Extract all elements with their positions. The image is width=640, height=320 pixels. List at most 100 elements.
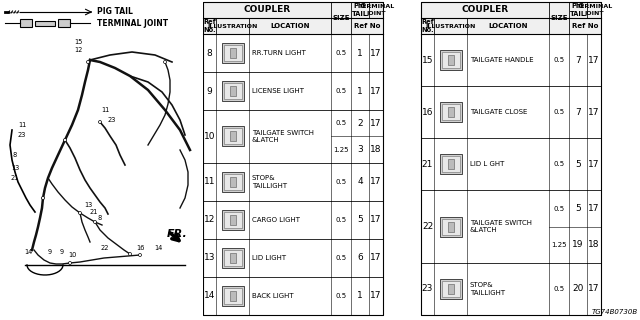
Text: Ref No: Ref No <box>572 23 598 29</box>
Text: 18: 18 <box>371 145 381 154</box>
Circle shape <box>86 60 90 63</box>
Text: 17: 17 <box>588 284 600 293</box>
Text: 22: 22 <box>100 245 109 251</box>
Bar <box>230 177 236 187</box>
Text: 17: 17 <box>588 108 600 117</box>
Bar <box>223 212 241 228</box>
Bar <box>331 2 351 34</box>
Text: RR.TURN LIGHT: RR.TURN LIGHT <box>252 50 306 56</box>
Text: 17: 17 <box>588 56 600 65</box>
Text: Ref No: Ref No <box>354 23 380 29</box>
Bar <box>447 159 454 169</box>
Text: 14: 14 <box>24 249 32 255</box>
Bar <box>223 45 241 61</box>
Text: 17: 17 <box>371 253 381 262</box>
Bar <box>221 286 243 306</box>
Bar <box>421 2 549 18</box>
Bar <box>369 2 383 18</box>
Text: STOP&
TAILLIGHT: STOP& TAILLIGHT <box>252 175 287 189</box>
Text: 7: 7 <box>575 56 581 65</box>
Text: TAILGATE CLOSE: TAILGATE CLOSE <box>470 109 527 115</box>
Text: TAILGATE SWITCH
&LATCH: TAILGATE SWITCH &LATCH <box>252 130 314 143</box>
Text: SIZE: SIZE <box>550 15 568 21</box>
Text: 11: 11 <box>101 107 109 113</box>
Text: 6: 6 <box>357 253 363 262</box>
Bar <box>221 248 243 268</box>
Circle shape <box>93 220 97 223</box>
Text: 15: 15 <box>422 56 433 65</box>
Text: 12: 12 <box>74 47 82 53</box>
Text: 4: 4 <box>357 177 363 186</box>
Bar <box>203 2 383 315</box>
Text: 21: 21 <box>11 175 19 181</box>
Text: 10: 10 <box>204 132 215 141</box>
Text: 14: 14 <box>154 245 162 251</box>
Text: TAILGATE SWITCH
&LATCH: TAILGATE SWITCH &LATCH <box>470 220 532 233</box>
Text: 0.5: 0.5 <box>554 109 564 115</box>
Bar <box>223 250 241 266</box>
Text: TERMINAL JOINT: TERMINAL JOINT <box>97 19 168 28</box>
Text: BACK LIGHT: BACK LIGHT <box>252 293 294 299</box>
Bar <box>421 86 601 138</box>
Bar <box>467 18 549 34</box>
Text: 15: 15 <box>74 39 82 45</box>
Bar <box>223 174 241 190</box>
Bar <box>230 215 236 225</box>
Bar <box>203 18 216 34</box>
Text: Ref
No.: Ref No. <box>203 19 216 33</box>
Text: ILLUSTRATION: ILLUSTRATION <box>207 23 258 28</box>
Text: 16: 16 <box>136 245 144 251</box>
Bar <box>223 83 241 99</box>
Bar <box>230 291 236 301</box>
Text: PIG
TAIL: PIG TAIL <box>570 3 586 17</box>
Bar <box>442 219 460 235</box>
Text: 1: 1 <box>357 292 363 300</box>
Bar <box>587 2 601 18</box>
Text: 0.5: 0.5 <box>554 286 564 292</box>
Bar <box>434 18 467 34</box>
Text: LICENSE LIGHT: LICENSE LIGHT <box>252 88 304 94</box>
Text: 12: 12 <box>204 215 215 224</box>
Text: TERMINAL
JOINT: TERMINAL JOINT <box>576 4 612 16</box>
Circle shape <box>99 121 102 124</box>
Text: FR.: FR. <box>167 229 188 239</box>
Bar <box>440 102 461 122</box>
Text: 0.5: 0.5 <box>335 120 347 126</box>
Bar <box>58 19 70 27</box>
Bar <box>442 281 460 297</box>
Bar <box>351 18 383 34</box>
Text: 19: 19 <box>572 240 584 249</box>
Text: 0.5: 0.5 <box>335 255 347 261</box>
Bar <box>203 72 383 110</box>
Text: 23: 23 <box>422 284 433 293</box>
Text: COUPLER: COUPLER <box>243 5 291 14</box>
Text: 0.5: 0.5 <box>554 161 564 167</box>
Text: 11: 11 <box>204 177 215 186</box>
Bar <box>569 18 601 34</box>
Text: 23: 23 <box>108 117 116 123</box>
Bar <box>549 2 569 34</box>
Bar <box>230 86 236 96</box>
Circle shape <box>63 139 67 141</box>
Bar <box>249 18 331 34</box>
Bar <box>440 50 461 70</box>
Text: 14: 14 <box>204 292 215 300</box>
Text: 7: 7 <box>575 108 581 117</box>
Text: TAILGATE HANDLE: TAILGATE HANDLE <box>470 57 534 63</box>
Bar <box>442 156 460 172</box>
Text: LOCATION: LOCATION <box>270 23 310 29</box>
Bar <box>421 18 434 34</box>
Bar <box>442 104 460 120</box>
Bar <box>421 2 601 315</box>
Text: LOCATION: LOCATION <box>488 23 528 29</box>
Circle shape <box>138 253 141 257</box>
Text: 17: 17 <box>371 292 381 300</box>
Bar <box>421 138 601 190</box>
Text: 13: 13 <box>84 202 92 208</box>
Text: 17: 17 <box>371 119 381 128</box>
Text: PIG TAIL: PIG TAIL <box>97 7 133 17</box>
Text: 21: 21 <box>422 160 433 169</box>
Bar <box>421 190 601 263</box>
Text: 16: 16 <box>422 108 433 117</box>
Bar <box>203 2 331 18</box>
